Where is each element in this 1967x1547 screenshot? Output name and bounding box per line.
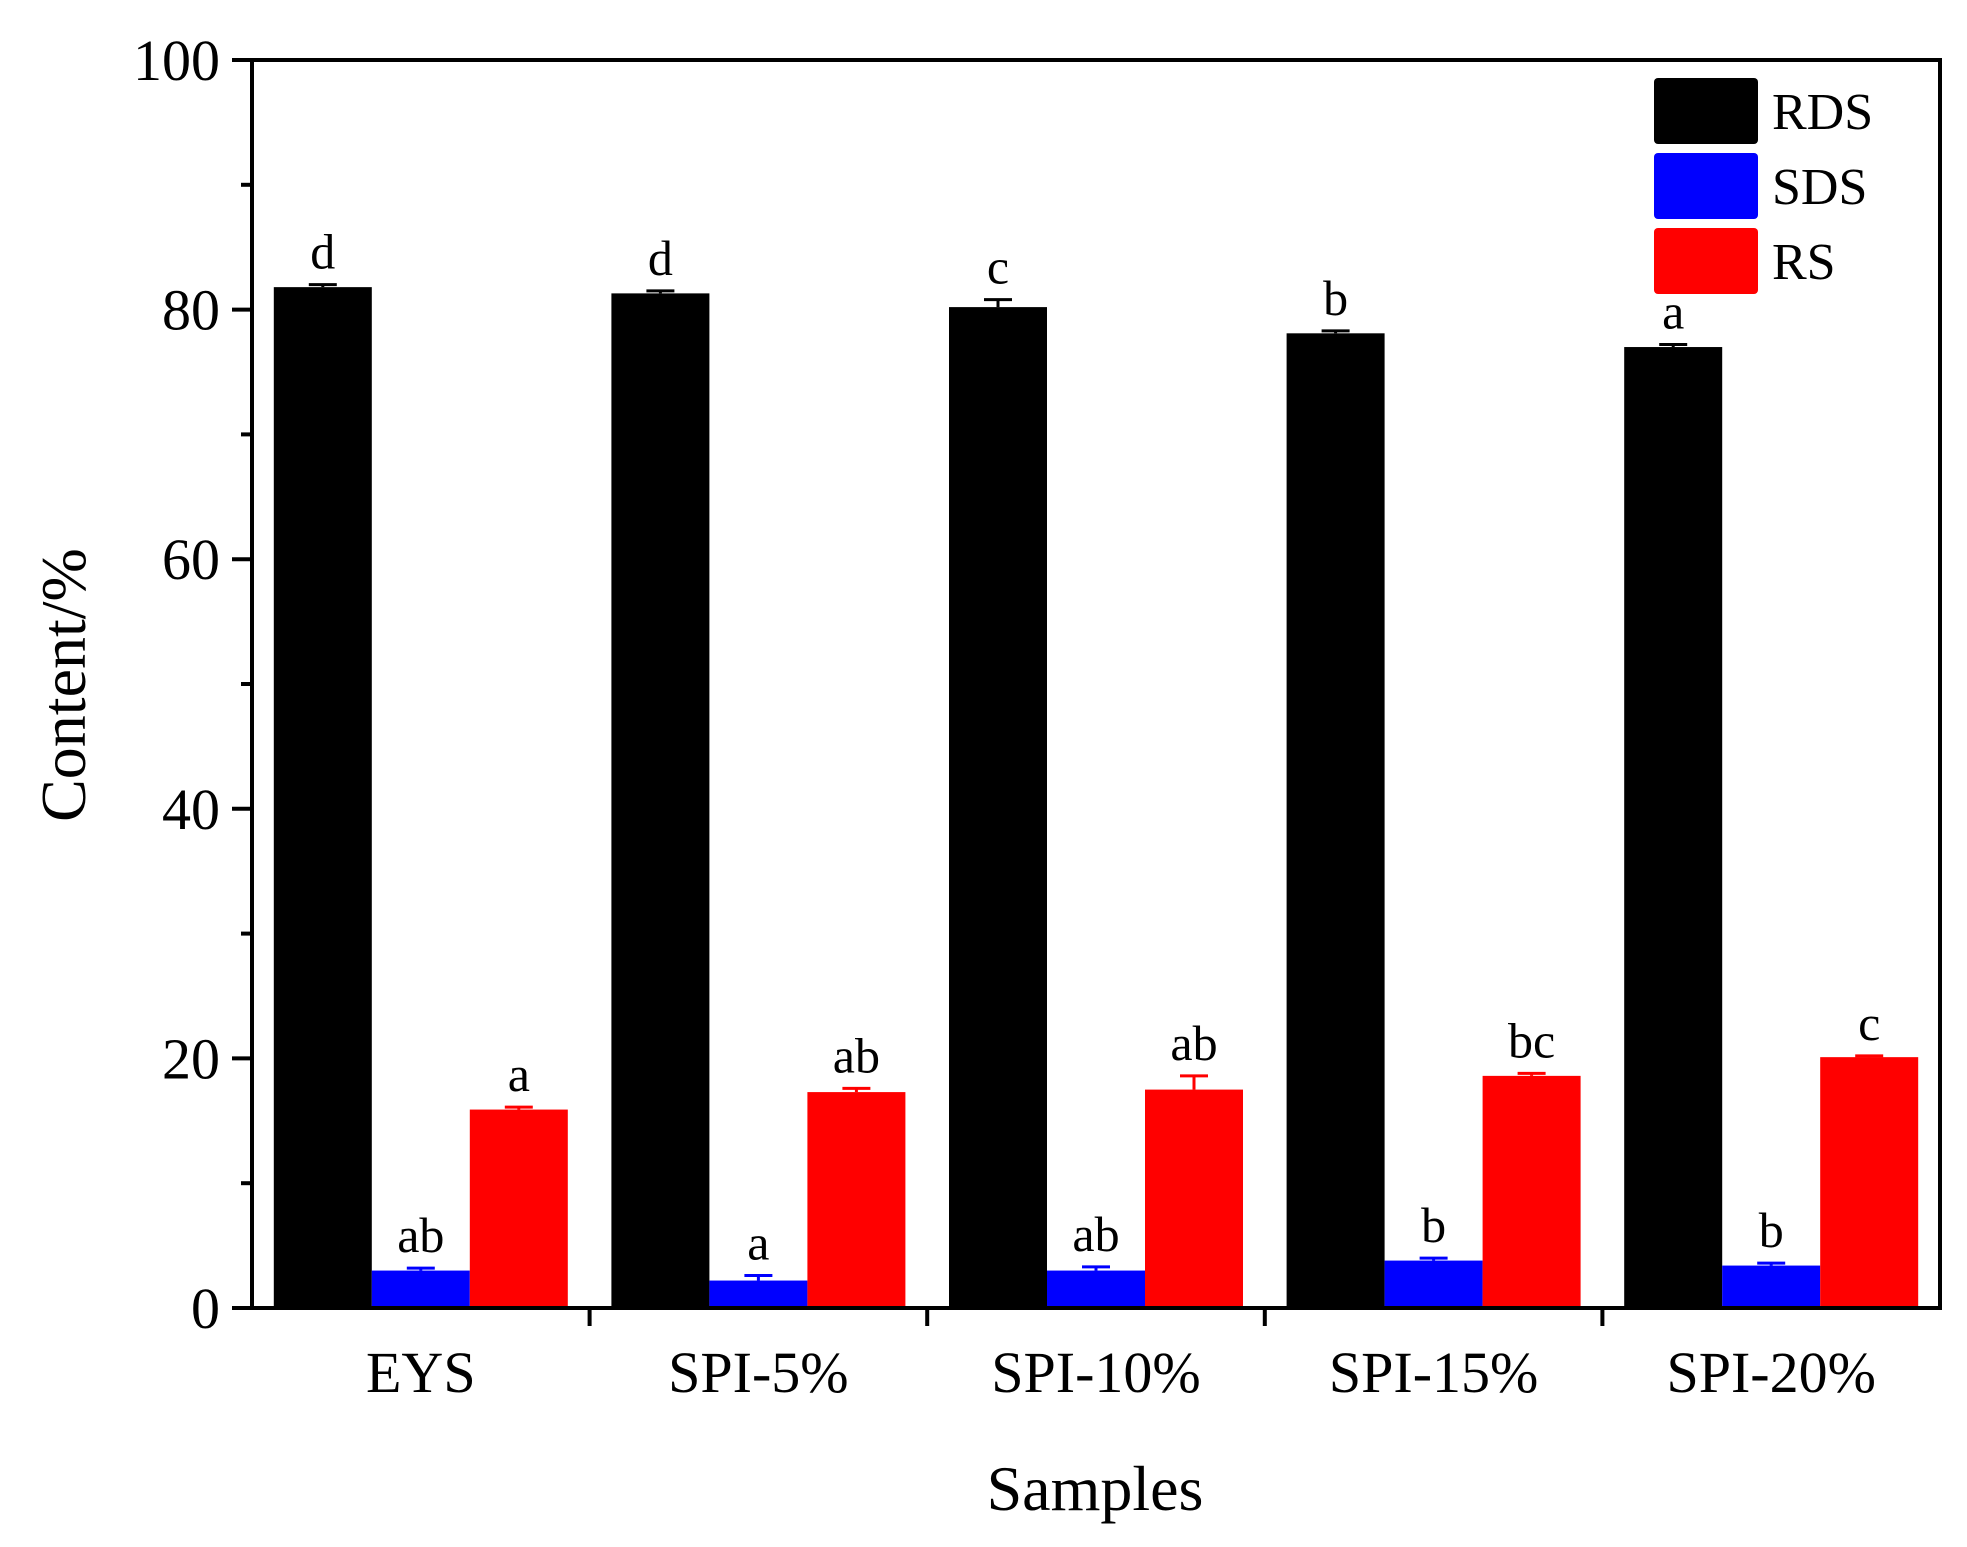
significance-label-sds-3: ab [1072, 1206, 1119, 1262]
y-tick-label-0: 0 [191, 1276, 220, 1341]
significance-label-sds-2: a [747, 1215, 769, 1271]
y-tick-label-40: 40 [162, 777, 220, 842]
significance-label-rs-4: bc [1508, 1012, 1555, 1068]
bar-sds-1 [371, 1270, 470, 1308]
significance-label-rds-3: c [987, 239, 1009, 295]
bar-rds-3 [949, 307, 1047, 1308]
x-tick-label-5: SPI-20% [1666, 1340, 1875, 1405]
significance-label-rds-4: b [1323, 270, 1348, 326]
legend-label-rds: RDS [1772, 84, 1873, 141]
bar-sds-2 [709, 1280, 808, 1308]
significance-label-rs-3: ab [1170, 1015, 1217, 1071]
legend-label-sds: SDS [1772, 159, 1867, 216]
legend-swatch-rs [1654, 228, 1758, 294]
legend-swatch-rds [1654, 78, 1758, 144]
bar-rds-1 [273, 287, 372, 1308]
y-tick-label-100: 100 [133, 28, 220, 93]
significance-label-rds-5: a [1662, 284, 1684, 340]
y-tick-label-20: 20 [162, 1026, 220, 1091]
bar-rs-5 [1820, 1057, 1919, 1308]
axis-labels: d d c b a ab a ab b b a ab ab bc c 0 20 40 60 80 100 EYS SPI-5… [133, 28, 1880, 1405]
bar-rds-4 [1286, 333, 1385, 1308]
x-tick-label-4: SPI-15% [1329, 1340, 1538, 1405]
significance-label-rs-2: ab [833, 1027, 880, 1083]
significance-label-rs-5: c [1858, 995, 1880, 1051]
x-tick-label-1: EYS [366, 1340, 476, 1405]
legend: RDS SDS RS [1654, 78, 1873, 294]
plot-area [250, 58, 1942, 1310]
significance-label-sds-4: b [1421, 1197, 1446, 1253]
bar-sds-3 [1047, 1270, 1145, 1308]
bar-rs-3 [1145, 1089, 1243, 1308]
bar-sds-5 [1722, 1265, 1821, 1308]
legend-swatch-sds [1654, 153, 1758, 219]
significance-label-rds-1: d [310, 224, 335, 280]
x-tick-label-2: SPI-5% [668, 1340, 848, 1405]
bar-rds-5 [1624, 347, 1723, 1308]
bar-sds-4 [1384, 1260, 1483, 1308]
y-tick-label-80: 80 [162, 278, 220, 343]
bar-rs-1 [469, 1109, 568, 1308]
bar-rs-2 [807, 1092, 906, 1308]
x-tick-label-3: SPI-10% [991, 1340, 1200, 1405]
significance-label-sds-1: ab [397, 1207, 444, 1263]
significance-label-rds-2: d [648, 230, 673, 286]
y-axis-title: Content/% [28, 548, 99, 822]
bar-rs-4 [1482, 1075, 1581, 1308]
bar-rds-2 [611, 293, 710, 1309]
significance-label-rs-1: a [508, 1046, 530, 1102]
axis-ticks [232, 58, 1605, 1326]
x-axis-title: Samples [987, 1453, 1204, 1524]
legend-label-rs: RS [1772, 234, 1836, 291]
y-tick-label-60: 60 [162, 527, 220, 592]
significance-label-sds-5: b [1759, 1202, 1784, 1258]
